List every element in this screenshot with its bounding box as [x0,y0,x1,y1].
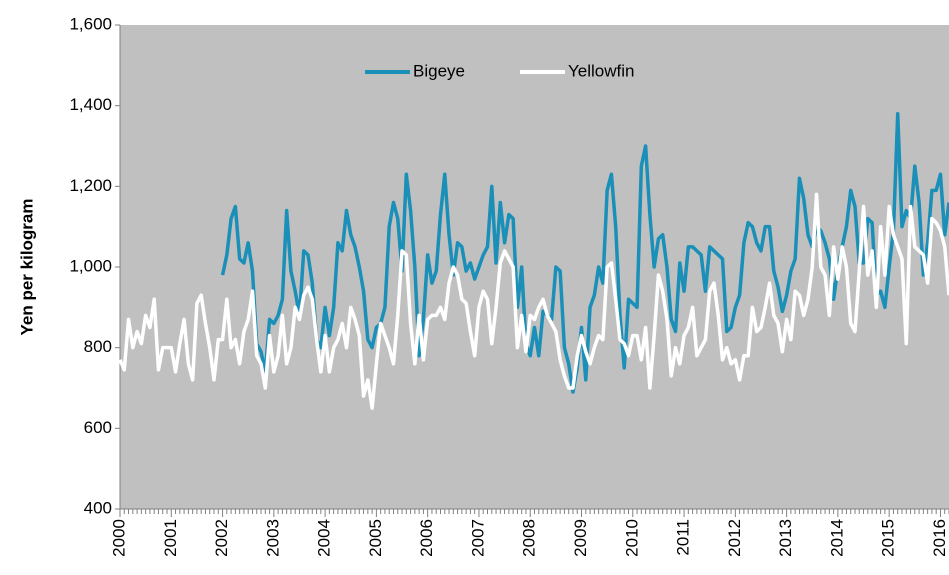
x-tick-label: 2016 [930,519,949,557]
x-tick-label: 2001 [161,519,180,557]
x-tick-label: 2013 [776,519,795,557]
x-tick-label: 2015 [879,519,898,557]
x-tick-label: 2014 [827,519,846,557]
x-tick-label: 2004 [315,519,334,557]
plot-area [120,25,949,509]
x-tick-label: 2010 [622,519,641,557]
y-tick-label: 400 [84,498,112,517]
series-line [118,192,949,410]
series-line [220,111,949,394]
y-tick-label: 1,000 [69,256,112,275]
x-tick-label: 2000 [109,519,128,557]
x-tick-label: 2006 [417,519,436,557]
x-tick-label: 2009 [571,519,590,557]
x-tick-label: 2002 [212,519,231,557]
y-tick-label: 1,600 [69,14,112,33]
y-tick-label: 1,400 [69,95,112,114]
y-tick-label: 600 [84,418,112,437]
y-axis-label: Yen per kilogram [17,199,36,336]
x-tick-label: 2008 [520,519,539,557]
legend-label: Yellowfin [568,61,634,80]
x-tick-label: 2007 [468,519,487,557]
legend-label: Bigeye [413,61,465,80]
x-tick-label: 2005 [366,519,385,557]
x-tick-label: 2003 [263,519,282,557]
y-tick-label: 800 [84,337,112,356]
y-tick-label: 1,200 [69,176,112,195]
x-tick-label: 2012 [725,519,744,557]
x-tick-label: 2011 [674,519,693,556]
